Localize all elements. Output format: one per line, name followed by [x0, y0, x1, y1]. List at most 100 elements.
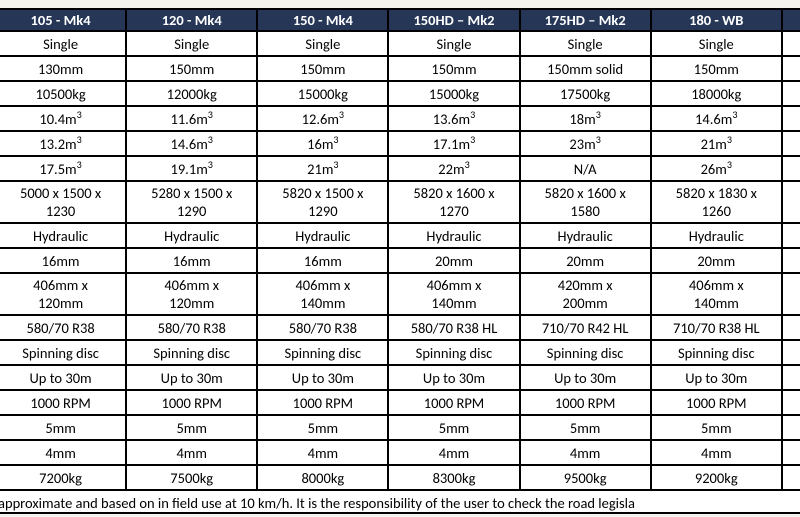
table-row: 5000 x 1500 x12305280 x 1500 x12905820 x… — [0, 181, 800, 223]
table-cell: Single — [0, 31, 126, 56]
table-cell: Up to 30m — [126, 365, 257, 390]
table-cell: Up to 30m — [651, 365, 782, 390]
column-header: 180 - WB — [651, 9, 782, 31]
table-cell: Hy — [782, 223, 800, 248]
table-cell: Up to 30m — [520, 365, 651, 390]
table-cell: Hydraulic — [126, 223, 257, 248]
table-row: HydraulicHydraulicHydraulicHydraulicHydr… — [0, 223, 800, 248]
table-cell: Up to 30m — [257, 365, 388, 390]
table-cell: 10500kg — [0, 81, 126, 106]
table-cell: 21m3 — [651, 131, 782, 156]
table-cell: Ta — [782, 31, 800, 56]
table-cell: 150mm — [388, 56, 519, 81]
table-cell: 1000 RPM — [651, 390, 782, 415]
table-cell: 406mm x120mm — [0, 273, 126, 315]
table-cell: 9500kg — [520, 465, 651, 490]
table-row: 7200kg7500kg8000kg8300kg9500kg9200kg10 — [0, 465, 800, 490]
table-cell: 5820 x 1500 x1290 — [257, 181, 388, 223]
table-cell: 130mm — [0, 56, 126, 81]
table-row: 16mm16mm16mm20mm20mm20mm2 — [0, 248, 800, 273]
table-cell: 15000kg — [388, 81, 519, 106]
table-cell: 8300kg — [388, 465, 519, 490]
table-cell: 420mm x200mm — [520, 273, 651, 315]
table-cell: N/A — [520, 156, 651, 181]
table-cell: 150mm — [651, 56, 782, 81]
table-cell: 580/70 R38 — [126, 315, 257, 340]
table-cell: Hydraulic — [257, 223, 388, 248]
table-cell: 10 — [782, 465, 800, 490]
table-cell: 1000 RPM — [520, 390, 651, 415]
table-cell: 406mm x140mm — [257, 273, 388, 315]
table-cell: 406mm x140mm — [388, 273, 519, 315]
table-cell: 17.5m3 — [0, 156, 126, 181]
table-cell: Up to 30m — [388, 365, 519, 390]
table-row: 13.2m314.6m316m317.1m323m321m32 — [0, 131, 800, 156]
column-header: 23 — [782, 9, 800, 31]
table-cell: 2 — [782, 248, 800, 273]
table-cell: 18000kg — [651, 81, 782, 106]
table-row: 17.5m319.1m321m322m3N/A26m3 — [0, 156, 800, 181]
table-cell: 4mm — [388, 440, 519, 465]
table-cell: 4mm — [0, 440, 126, 465]
table-cell: Single — [388, 31, 519, 56]
table-cell: 20mm — [651, 248, 782, 273]
table-cell: Hydraulic — [520, 223, 651, 248]
table-cell: 23m3 — [520, 131, 651, 156]
table-row: Spinning discSpinning discSpinning discS… — [0, 340, 800, 365]
table-cell: 4mm — [126, 440, 257, 465]
table-cell: Hydraulic — [388, 223, 519, 248]
table-cell: 15000kg — [257, 81, 388, 106]
table-cell: 4mm — [651, 440, 782, 465]
table-cell: Single — [651, 31, 782, 56]
column-header: 105 - Mk4 — [0, 9, 126, 31]
table-cell: 20mm — [520, 248, 651, 273]
footnote-text: approximate and based on in field use at… — [0, 491, 800, 514]
table-cell: 5820 x 1830 x1260 — [651, 181, 782, 223]
table-cell: 710/70 R38 HL — [651, 315, 782, 340]
table-cell: 7500kg — [126, 465, 257, 490]
table-cell: Spinning disc — [126, 340, 257, 365]
table-cell: Spinning disc — [651, 340, 782, 365]
table-cell: 5820 x 1600 x1270 — [388, 181, 519, 223]
table-cell: 5000 x 1500 x1230 — [0, 181, 126, 223]
table-cell: 7200kg — [0, 465, 126, 490]
table-cell: 26m3 — [651, 156, 782, 181]
table-cell: 100 — [782, 390, 800, 415]
column-header: 120 - Mk4 — [126, 9, 257, 31]
column-header: 150 - Mk4 — [257, 9, 388, 31]
table-cell: 150mm — [257, 56, 388, 81]
table-cell: 1000 RPM — [126, 390, 257, 415]
table-cell: 150mm solid — [520, 56, 651, 81]
table-row: 1000 RPM1000 RPM1000 RPM1000 RPM1000 RPM… — [0, 390, 800, 415]
table-cell: 13 — [782, 56, 800, 81]
table-cell: 650/ — [782, 315, 800, 340]
table-head: 105 - Mk4120 - Mk4150 - Mk4150HD – Mk217… — [0, 9, 800, 31]
table-cell: 13.2m3 — [0, 131, 126, 156]
table-cell: 12.6m3 — [257, 106, 388, 131]
table-cell: 14.6m3 — [126, 131, 257, 156]
table-cell: Up to 30m — [0, 365, 126, 390]
table-cell — [782, 156, 800, 181]
table-row: 130mm150mm150mm150mm150mm solid150mm13 — [0, 56, 800, 81]
table-cell: 150mm — [126, 56, 257, 81]
table-cell: 5mm — [520, 415, 651, 440]
table-cell: Single — [520, 31, 651, 56]
table-cell: 18m3 — [520, 106, 651, 131]
table-cell: 16mm — [126, 248, 257, 273]
table-row: 580/70 R38580/70 R38580/70 R38580/70 R38… — [0, 315, 800, 340]
table-cell: 1000 RPM — [388, 390, 519, 415]
table-cell: 5820 x 1600 x1580 — [520, 181, 651, 223]
table-cell: 1 — [782, 106, 800, 131]
table-cell: Spinning disc — [0, 340, 126, 365]
table-cell: 5 — [782, 415, 800, 440]
table-cell: 17500kg — [520, 81, 651, 106]
table-cell: 5mm — [257, 415, 388, 440]
table-cell: 12000kg — [126, 81, 257, 106]
table-cell: Spinning disc — [388, 340, 519, 365]
table-cell: 8000kg — [257, 465, 388, 490]
table-cell: 2 — [782, 131, 800, 156]
table-cell: 19.1m3 — [126, 156, 257, 181]
table-cell: Up — [782, 365, 800, 390]
table-row: 5mm5mm5mm5mm5mm5mm5 — [0, 415, 800, 440]
table-cell: Single — [257, 31, 388, 56]
